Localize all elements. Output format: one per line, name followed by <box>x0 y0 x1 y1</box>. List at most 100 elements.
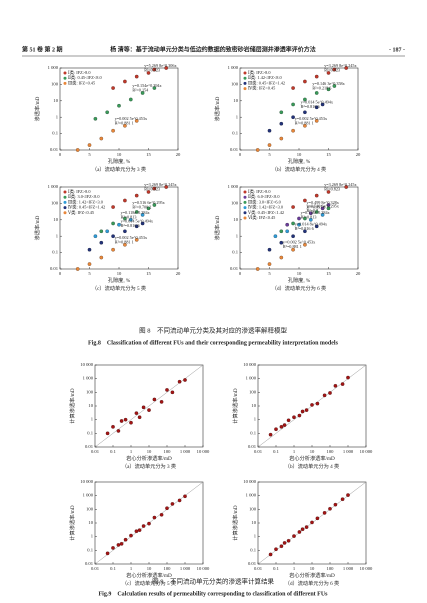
data-point <box>320 206 325 211</box>
data-point <box>315 516 320 521</box>
fit-equation: y=0.002 5e^0.453x <box>283 240 316 245</box>
data-point <box>282 541 287 545</box>
x-tick-label: 100 <box>164 566 172 571</box>
y-tick-label: 0.1 <box>232 131 238 136</box>
x-axis-label: 孔隙度, % <box>288 157 311 165</box>
legend-marker <box>243 87 247 91</box>
data-point <box>146 190 151 194</box>
data-point <box>134 210 139 214</box>
data-point <box>134 193 139 198</box>
data-point <box>332 84 337 88</box>
data-point <box>116 429 121 433</box>
fit-r2: R²=0.7 <box>307 208 319 213</box>
data-point <box>268 552 273 557</box>
y-tick-label: 100 <box>231 81 239 86</box>
y-axis-label: 渗透率/mD <box>33 215 41 240</box>
data-point <box>300 527 305 532</box>
legend-label: Ⅰ类: IFZ>8.0 <box>248 188 271 195</box>
fit-r2: R²=0.816 6 <box>121 223 140 228</box>
legend-label: Ⅲ类: 3.0<IFZ<6.0 <box>248 198 281 205</box>
x-tick-label: 10 000 <box>360 449 373 454</box>
x-tick-label: 5 <box>88 271 91 276</box>
data-point <box>134 238 139 242</box>
data-point <box>292 534 296 538</box>
y-axis-label: 渗透率/mD <box>213 96 221 121</box>
data-point <box>314 210 319 214</box>
x-tick-label: 0.01 <box>254 566 263 571</box>
legend-label: Ⅱ类: 3.0<IFZ<8.0 <box>68 193 100 200</box>
data-point <box>99 240 104 245</box>
fit-r2: R²=0.823 <box>324 186 340 191</box>
data-point <box>279 229 284 234</box>
data-point <box>279 544 284 549</box>
panel-caption: （c）流动单元分为 5 类 <box>122 579 176 587</box>
data-point <box>75 148 80 152</box>
y-tick-label: 100 <box>231 200 239 205</box>
data-point <box>123 417 128 422</box>
data-point <box>315 401 320 406</box>
data-point <box>326 87 331 92</box>
y-tick-label: 10 000 <box>80 362 93 367</box>
fit-r2: R²=0.816 6 <box>295 226 314 231</box>
legend-marker <box>243 71 247 75</box>
data-point <box>344 66 349 70</box>
y-tick-label: 1 <box>91 417 94 422</box>
data-point <box>111 247 115 252</box>
data-point <box>291 247 295 252</box>
data-point <box>134 224 139 229</box>
x-tick-label: 15 <box>146 271 151 276</box>
x-tick-label: 1 <box>130 566 133 571</box>
y-tick-label: 10 <box>53 98 58 103</box>
data-point <box>279 110 284 115</box>
legend-marker <box>63 76 67 80</box>
data-point <box>268 432 273 437</box>
data-point <box>346 493 350 497</box>
data-point <box>297 222 301 227</box>
data-point <box>297 216 301 221</box>
data-point <box>333 384 338 388</box>
y-tick-label: 1 <box>236 114 239 119</box>
data-point <box>87 262 92 266</box>
data-point <box>304 408 309 412</box>
y-tick-label: 1 <box>56 233 59 238</box>
data-point <box>177 379 182 384</box>
y-tick-label: 0.1 <box>250 547 256 552</box>
y-axis-label: 渗透率/mD <box>213 215 221 240</box>
panel-caption: （a）流动单元分为 3 类 <box>122 462 176 470</box>
y-tick-label: 0.01 <box>230 266 239 271</box>
fit-r2: R²=0.897 8 <box>307 204 326 209</box>
x-tick-label: 10 000 <box>197 566 210 571</box>
data-point <box>111 425 115 429</box>
data-point <box>75 267 80 271</box>
legend-label: Ⅴ类: IFZ<0.45 <box>67 209 94 216</box>
data-point <box>273 234 278 239</box>
data-point <box>286 418 291 423</box>
fit-r2: R²=0.881 1 <box>295 120 314 125</box>
data-point <box>285 222 290 227</box>
data-point <box>105 110 110 115</box>
x-axis-label: 岩心分析渗透率/mD <box>289 571 335 579</box>
y-axis-label: 计算渗透率/mD <box>231 505 239 540</box>
y-axis-label: 计算渗透率/mD <box>68 388 76 423</box>
legend-marker <box>63 206 67 210</box>
y-tick-label: 10 <box>88 403 93 408</box>
x-tick-label: 0.1 <box>110 449 116 454</box>
data-point <box>314 105 319 110</box>
y-tick-label: 10 <box>251 403 256 408</box>
fit-r2: R²=0.823 <box>144 186 160 191</box>
data-point <box>123 198 127 203</box>
y-tick-label: 10 <box>233 217 238 222</box>
data-point <box>291 221 295 226</box>
data-point <box>328 391 332 395</box>
data-point <box>274 547 278 552</box>
data-point <box>267 128 272 133</box>
x-axis-label: 岩心分析渗透率/mD <box>289 454 335 462</box>
y-tick-label: 0.1 <box>87 430 93 435</box>
x-tick-label: 15 <box>326 271 331 276</box>
panel-caption: （b）流动单元分为 4 类 <box>272 165 326 173</box>
data-point <box>119 419 124 423</box>
data-point <box>165 506 169 511</box>
data-point <box>279 136 284 141</box>
data-point <box>300 409 305 414</box>
data-point <box>322 511 327 515</box>
